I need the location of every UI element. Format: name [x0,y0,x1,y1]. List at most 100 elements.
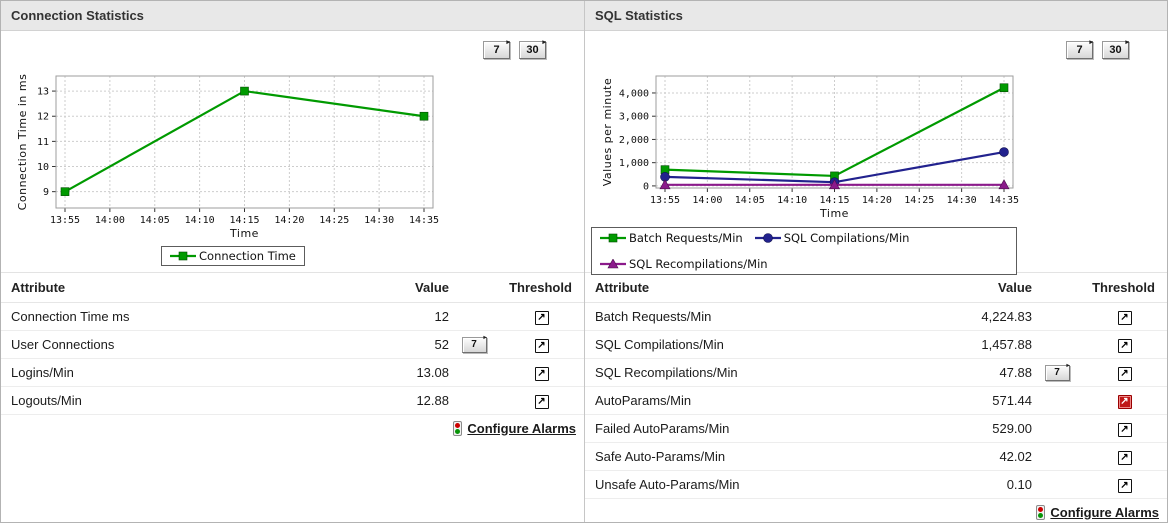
threshold-icon[interactable]: ↗ [1117,479,1132,493]
attribute-name: Unsafe Auto-Params/Min [595,477,740,492]
panel-title: SQL Statistics [595,8,683,23]
threshold-icon[interactable]: ↗ [1117,451,1132,465]
configure-alarms-link[interactable]: Configure Alarms [1036,504,1159,520]
svg-text:14:10: 14:10 [777,195,807,206]
attribute-value: 0.10 [1006,477,1032,492]
connection-statistics-panel: Connection Statistics 7 ▸ 30 ▸ 13:55 14:0… [1,1,584,522]
svg-text:14:20: 14:20 [862,195,892,206]
connection-time-chart-area: 7 ▸ 30 ▸ 13:55 14:00 14:05 14:10 14:15 14:20 1… [1,31,584,273]
attribute-name: Batch Requests/Min [595,309,712,324]
svg-text:14:35: 14:35 [409,215,439,226]
threshold-alarm-icon[interactable]: ↗ [1117,395,1132,409]
button-step-arrow-icon: ▸ [1125,39,1129,46]
attribute-name: SQL Recompilations/Min [595,365,738,380]
configure-alarms-row: Configure Alarms [1,415,584,441]
col-attribute: Attribute [11,280,66,295]
threshold-icon[interactable]: ↗ [1117,311,1132,325]
legend-item: SQL Recompilations/Min [600,257,768,271]
table-row: Safe Auto-Params/Min 42.02 ↗ [585,443,1167,471]
col-value: Value [998,280,1032,295]
chart-legend: Connection Time [161,246,305,266]
table-row: AutoParams/Min 571.44 ↗ [585,387,1167,415]
attribute-value: 571.44 [992,393,1032,408]
attribute-name: AutoParams/Min [595,393,692,408]
range-30-days-button[interactable]: 30 ▸ [519,39,546,59]
chart-legend: Batch Requests/Min SQL Compilations/Min … [591,227,1017,275]
attribute-value: 42.02 [999,449,1032,464]
table-header-row: Attribute Value Threshold [585,273,1167,303]
svg-text:Time: Time [229,227,259,240]
button-step-arrow-icon: ▸ [506,39,510,46]
table-row: Logins/Min 13.08 ↗ [1,359,584,387]
col-threshold: Threshold [509,280,572,295]
panel-header: SQL Statistics [585,1,1167,31]
attribute-value: 4,224.83 [981,309,1032,324]
table-row: User Connections 52 7 ▸ ↗ [1,331,584,359]
svg-text:12: 12 [37,112,49,123]
table-header-row: Attribute Value Threshold [1,273,584,303]
panel-header: Connection Statistics [1,1,584,31]
threshold-icon[interactable]: ↗ [534,339,549,353]
svg-text:4,000: 4,000 [619,88,649,99]
svg-text:14:25: 14:25 [904,195,934,206]
attribute-value: 529.00 [992,421,1032,436]
attributes-table: Attribute Value Threshold Connection Tim… [1,273,584,522]
col-attribute: Attribute [595,280,650,295]
attribute-value: 47.88 [999,365,1032,380]
threshold-icon[interactable]: ↗ [1117,367,1132,381]
attributes-table: Attribute Value Threshold Batch Requests… [585,273,1167,522]
svg-text:14:05: 14:05 [140,215,170,226]
threshold-icon[interactable]: ↗ [1117,339,1132,353]
svg-text:14:15: 14:15 [819,195,849,206]
range-7-days-button[interactable]: 7 ▸ [1066,39,1093,59]
table-row: Unsafe Auto-Params/Min 0.10 ↗ [585,471,1167,499]
svg-text:13:55: 13:55 [650,195,680,206]
configure-alarms-link[interactable]: Configure Alarms [453,420,576,436]
svg-text:9: 9 [43,187,49,198]
attribute-name: User Connections [11,337,115,352]
svg-text:0: 0 [643,181,649,192]
legend-item: SQL Compilations/Min [754,231,909,245]
button-step-arrow-icon: ▸ [1066,362,1070,369]
attribute-name: Logouts/Min [11,393,82,408]
history-7-days-button[interactable]: 7 ▸ [1044,362,1070,381]
svg-text:14:00: 14:00 [692,195,722,206]
svg-text:13: 13 [37,87,49,98]
threshold-icon[interactable]: ↗ [1117,423,1132,437]
button-step-arrow-icon: ▸ [542,39,546,46]
history-7-days-button[interactable]: 7 ▸ [461,334,487,353]
table-row: Failed AutoParams/Min 529.00 ↗ [585,415,1167,443]
attribute-value: 12.88 [416,393,449,408]
svg-text:14:30: 14:30 [947,195,977,206]
attribute-value: 12 [434,309,449,324]
range-7-days-button[interactable]: 7 ▸ [483,39,510,59]
attribute-value: 52 [434,337,449,352]
button-step-arrow-icon: ▸ [1089,39,1093,46]
button-step-arrow-icon: ▸ [483,334,487,341]
threshold-icon[interactable]: ↗ [534,311,549,325]
connection-time-line-chart: 13:55 14:00 14:05 14:10 14:15 14:20 14:25 14:30… [16,74,439,240]
table-row: Connection Time ms 12 ↗ [1,303,584,331]
legend-marker-icon [600,259,626,269]
svg-text:10: 10 [37,162,49,173]
configure-alarms-row: Configure Alarms [585,499,1167,522]
threshold-icon[interactable]: ↗ [534,367,549,381]
svg-text:14:05: 14:05 [735,195,765,206]
legend-item: Batch Requests/Min [600,231,743,245]
legend-marker-icon [600,233,626,243]
legend-item: Connection Time [170,249,296,263]
svg-text:3,000: 3,000 [619,112,649,123]
svg-text:14:00: 14:00 [95,215,125,226]
legend-marker-icon [754,233,781,243]
svg-text:14:30: 14:30 [364,215,394,226]
svg-text:14:15: 14:15 [229,215,259,226]
attribute-name: Logins/Min [11,365,74,380]
col-value: Value [415,280,449,295]
svg-text:Time: Time [819,207,849,220]
sql-statistics-line-chart: 13:55 14:00 14:05 14:10 14:15 14:20 14:25 14:30… [601,75,1019,220]
attribute-value: 1,457.88 [981,337,1032,352]
range-30-days-button[interactable]: 30 ▸ [1102,39,1129,59]
table-row: Logouts/Min 12.88 ↗ [1,387,584,415]
threshold-icon[interactable]: ↗ [534,395,549,409]
